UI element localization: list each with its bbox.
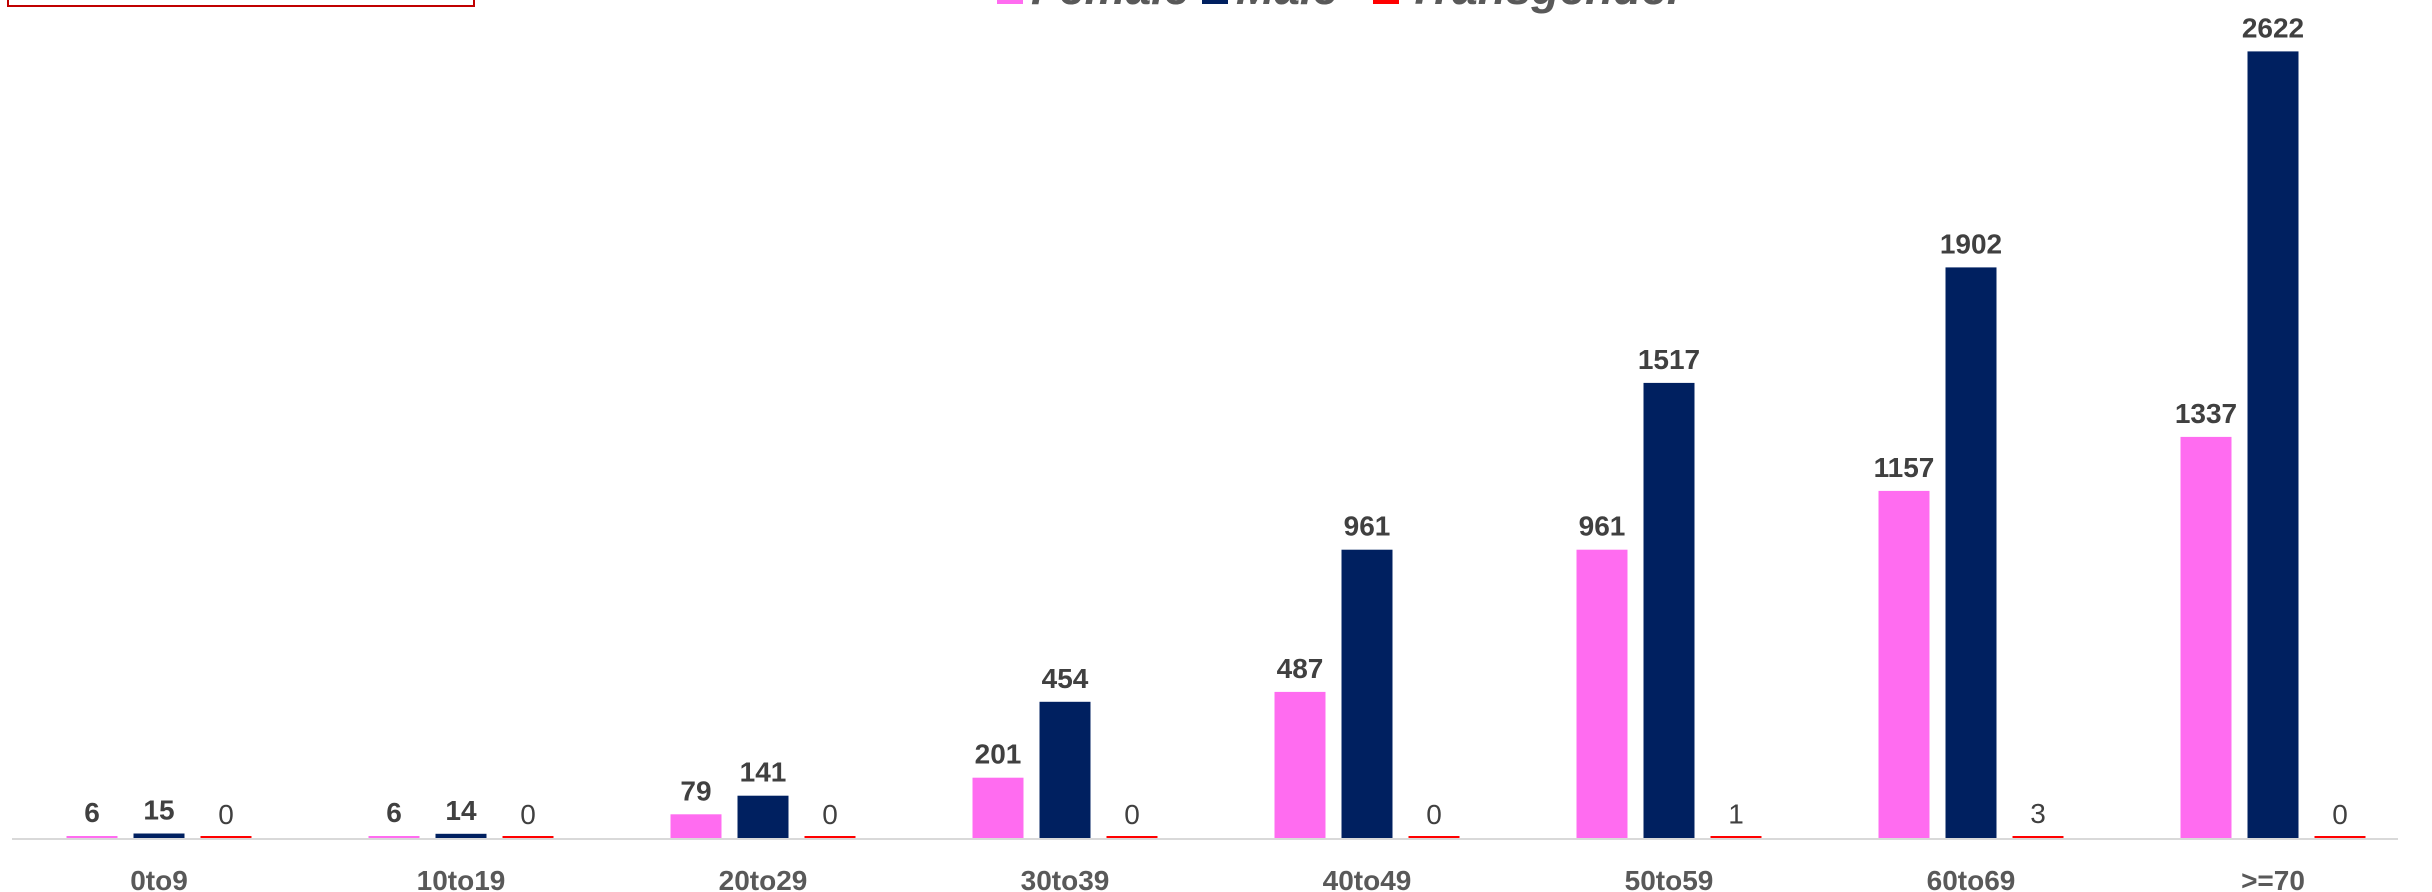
data-label: 0 <box>520 799 536 830</box>
bar <box>1878 490 1930 838</box>
bar <box>1341 549 1393 838</box>
legend-swatch <box>997 0 1023 4</box>
x-tick-label: 40to49 <box>1323 865 1412 892</box>
data-label: 454 <box>1042 663 1089 694</box>
data-label: 1 <box>1728 799 1744 830</box>
bar <box>737 795 789 838</box>
data-label: 79 <box>680 775 711 806</box>
x-tick-label: 20to29 <box>719 865 808 892</box>
data-label: 14 <box>445 795 477 826</box>
bar <box>2180 436 2232 838</box>
data-label: 141 <box>740 757 787 788</box>
x-tick-label: 30to39 <box>1021 865 1110 892</box>
data-label: 15 <box>143 795 174 826</box>
x-tick-label: >=70 <box>2241 865 2305 892</box>
legend-label: Female <box>1031 0 1190 14</box>
frame-box <box>7 0 475 7</box>
bar <box>2314 836 2366 838</box>
bar <box>435 833 487 838</box>
data-label: 0 <box>1426 799 1442 830</box>
legend-label: Male <box>1236 0 1338 14</box>
data-label: 2622 <box>2242 12 2304 43</box>
data-label: 1902 <box>1940 228 2002 259</box>
bar <box>1039 701 1091 838</box>
bar <box>133 833 185 838</box>
x-tick-label: 10to19 <box>417 865 506 892</box>
bar <box>368 836 420 838</box>
bar <box>200 836 252 838</box>
bar <box>2247 51 2299 838</box>
x-tick-label: 0to9 <box>130 865 188 892</box>
data-label: 1157 <box>1874 452 1935 483</box>
bar <box>66 836 118 838</box>
bar <box>670 814 722 838</box>
data-label: 6 <box>386 797 402 828</box>
bar <box>1643 382 1695 838</box>
legend-label: Transgender <box>1407 0 1687 14</box>
bar <box>1945 267 1997 838</box>
x-tick-label: 60to69 <box>1927 865 2016 892</box>
legend-swatch <box>1202 0 1228 4</box>
x-tick-label: 50to59 <box>1625 865 1714 892</box>
bar <box>2012 836 2064 838</box>
bar <box>804 836 856 838</box>
bar <box>1274 691 1326 838</box>
data-label: 961 <box>1579 511 1626 542</box>
bar <box>1408 836 1460 838</box>
data-label: 1517 <box>1638 344 1700 375</box>
data-label: 0 <box>218 799 234 830</box>
data-label: 1337 <box>2175 398 2237 429</box>
data-label: 0 <box>822 799 838 830</box>
data-label: 6 <box>84 797 100 828</box>
bar <box>1710 836 1762 838</box>
legend-swatch <box>1373 0 1399 4</box>
data-label: 0 <box>1124 799 1140 830</box>
data-label: 201 <box>975 739 1022 770</box>
data-label: 961 <box>1344 511 1391 542</box>
data-label: 3 <box>2030 798 2046 829</box>
bar <box>972 777 1024 838</box>
data-label: 0 <box>2332 799 2348 830</box>
bar <box>1106 836 1158 838</box>
data-label: 487 <box>1277 653 1324 684</box>
bar <box>502 836 554 838</box>
bar <box>1576 549 1628 838</box>
